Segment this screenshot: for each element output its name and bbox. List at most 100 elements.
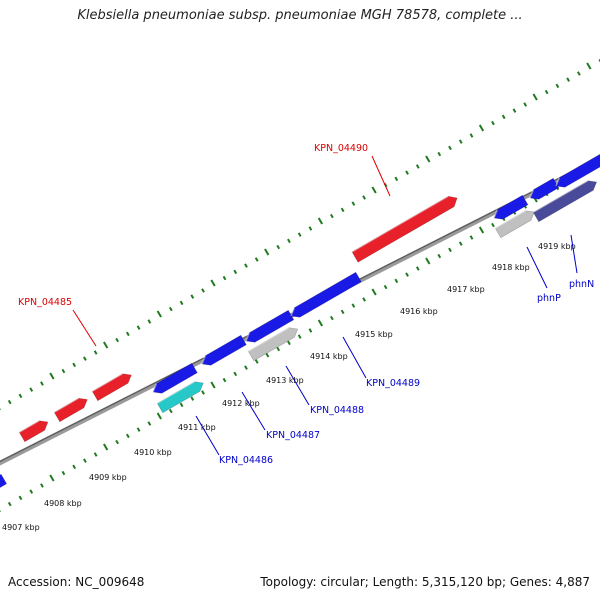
scale-label: 4910 kbp xyxy=(134,448,172,457)
inner-tick xyxy=(331,316,333,319)
outer-tick xyxy=(277,245,279,248)
inner-tick xyxy=(104,444,108,450)
inner-tick xyxy=(470,236,472,239)
outer-tick xyxy=(309,227,311,230)
inner-tick xyxy=(234,372,236,375)
inner-tick xyxy=(460,242,462,245)
inner-tick xyxy=(319,320,323,326)
label-KPN_04487[interactable]: KPN_04487 xyxy=(266,430,320,441)
label-KPN_04489[interactable]: KPN_04489 xyxy=(366,378,420,389)
label-phnN[interactable]: phnN xyxy=(569,279,594,290)
inner-tick xyxy=(127,434,129,437)
outer-tick xyxy=(426,156,430,162)
outer-tick xyxy=(567,78,569,81)
outer-tick xyxy=(148,320,150,323)
outer-tick xyxy=(30,388,32,391)
outer-tick xyxy=(95,351,97,354)
outer-tick xyxy=(417,165,419,168)
outer-tick xyxy=(470,134,472,137)
outer-tick xyxy=(372,187,376,193)
inner-tick xyxy=(372,289,376,295)
inner-tick xyxy=(492,223,494,226)
outer-tick xyxy=(138,326,140,329)
outer-tick xyxy=(41,382,43,385)
inner-tick xyxy=(116,440,118,443)
outer-tick xyxy=(460,140,462,143)
inner-tick xyxy=(277,347,279,350)
outer-tick xyxy=(513,109,515,112)
genome-map[interactable]: 4907 kbp4908 kbp4909 kbp4910 kbp4911 kbp… xyxy=(0,0,600,600)
inner-tick xyxy=(211,382,215,388)
outer-tick xyxy=(265,249,269,255)
outer-tick xyxy=(19,394,21,397)
outer-tick xyxy=(191,295,193,298)
outer-tick xyxy=(395,177,397,180)
inner-tick xyxy=(202,391,204,394)
inner-tick xyxy=(9,502,11,505)
scale-label: 4913 kbp xyxy=(266,376,304,385)
outer-tick xyxy=(127,332,129,335)
gene-red-2[interactable] xyxy=(54,398,87,422)
gene-blue-edge[interactable] xyxy=(0,474,7,489)
outer-tick xyxy=(256,258,258,261)
label-KPN_04486[interactable]: KPN_04486 xyxy=(219,455,273,466)
outer-tick xyxy=(299,233,301,236)
scale-label: 4908 kbp xyxy=(44,499,82,508)
label-KPN_04488[interactable]: KPN_04488 xyxy=(310,405,364,416)
outer-tick xyxy=(245,264,247,267)
inner-tick xyxy=(224,378,226,381)
inner-tick xyxy=(41,484,43,487)
label-phnN-leader xyxy=(571,235,577,273)
inner-tick xyxy=(288,341,290,344)
genome-summary-text: Topology: circular; Length: 5,315,120 bp… xyxy=(260,575,590,589)
inner-tick xyxy=(438,254,440,257)
scale-label: 4907 kbp xyxy=(2,523,40,532)
outer-tick xyxy=(492,121,494,124)
label-KPN_04485-leader xyxy=(73,310,96,346)
inner-tick xyxy=(191,397,193,400)
inner-tick xyxy=(406,273,408,276)
inner-tick xyxy=(417,267,419,270)
outer-tick xyxy=(546,90,548,93)
gene-blue-a[interactable] xyxy=(202,335,246,365)
gene-blue-c[interactable] xyxy=(291,272,361,317)
inner-tick xyxy=(158,413,162,419)
inner-tick xyxy=(181,403,183,406)
gene-red-3[interactable] xyxy=(92,374,131,401)
outer-tick xyxy=(480,125,484,131)
inner-tick xyxy=(449,248,451,251)
inner-tick xyxy=(50,475,54,481)
label-phnP-leader xyxy=(527,247,547,288)
inner-tick xyxy=(30,490,32,493)
scale-label: 4919 kbp xyxy=(538,242,576,251)
outer-tick xyxy=(9,400,11,403)
outer-tick xyxy=(503,115,505,118)
inner-tick xyxy=(385,285,387,288)
inner-tick xyxy=(426,258,430,264)
outer-tick xyxy=(158,311,162,317)
inner-tick xyxy=(342,310,344,313)
label-KPN_04490[interactable]: KPN_04490 xyxy=(314,143,368,154)
gene-blue-e[interactable] xyxy=(530,178,559,199)
label-KPN_04485[interactable]: KPN_04485 xyxy=(18,297,72,308)
outer-tick xyxy=(331,214,333,217)
outer-tick xyxy=(438,152,440,155)
label-KPN_04486-leader xyxy=(196,416,219,455)
inner-tick xyxy=(480,227,484,233)
outer-tick xyxy=(234,270,236,273)
outer-tick xyxy=(288,239,290,242)
accession-text: Accession: NC_009648 xyxy=(8,575,144,589)
gene-KPN_04490[interactable] xyxy=(352,196,457,262)
scale-label: 4916 kbp xyxy=(400,307,438,316)
scale-label: 4912 kbp xyxy=(222,399,260,408)
outer-tick xyxy=(524,103,526,106)
inner-tick xyxy=(138,428,140,431)
label-KPN_04488-leader xyxy=(286,366,309,405)
inner-tick xyxy=(256,360,258,363)
inner-tick xyxy=(73,465,75,468)
label-phnP[interactable]: phnP xyxy=(537,293,561,304)
inner-tick xyxy=(95,453,97,456)
scale-label: 4918 kbp xyxy=(492,263,530,272)
inner-tick xyxy=(395,279,397,282)
inner-tick xyxy=(148,422,150,425)
